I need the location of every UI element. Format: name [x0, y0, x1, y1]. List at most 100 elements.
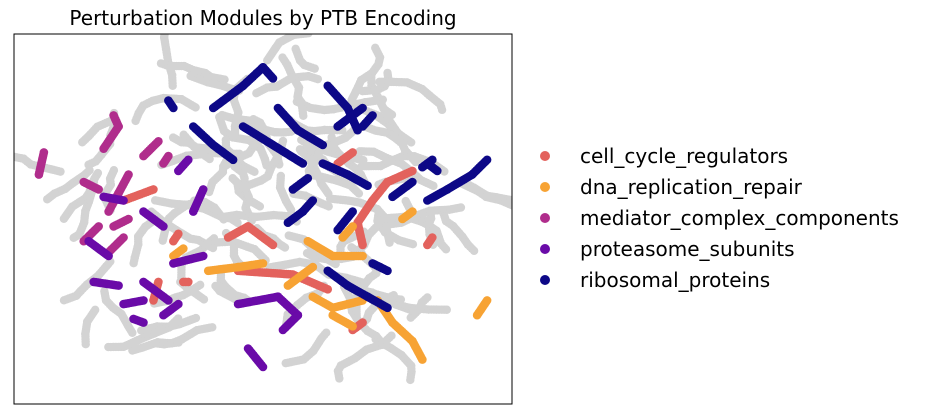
- background-point: [406, 375, 415, 385]
- background-point: [324, 189, 333, 198]
- data-point: [368, 111, 377, 120]
- background-point: [291, 44, 300, 54]
- background-point: [220, 212, 229, 221]
- data-point: [268, 74, 278, 83]
- background-point: [43, 195, 52, 204]
- background-point: [128, 346, 137, 355]
- legend-label: cell_cycle_regulators: [580, 143, 789, 168]
- background-point: [280, 243, 290, 252]
- background-point: [195, 280, 205, 290]
- legend-label: proteasome_subunits: [580, 237, 795, 262]
- background-point: [239, 182, 248, 192]
- data-point: [408, 177, 417, 187]
- data-point: [298, 159, 308, 168]
- legend-label: dna_replication_repair: [580, 174, 802, 199]
- data-point: [318, 140, 328, 150]
- background-point: [163, 34, 167, 35]
- data-point: [179, 244, 188, 253]
- background-point: [160, 34, 169, 37]
- background-point: [211, 281, 220, 291]
- data-point: [139, 296, 148, 305]
- background-point: [159, 12, 167, 20]
- data-point: [268, 240, 278, 250]
- data-point: [418, 355, 427, 364]
- background-point: [276, 171, 286, 181]
- background-point: [2, 147, 10, 155]
- background-point: [406, 138, 416, 147]
- background-point: [521, 199, 529, 207]
- background-point: [284, 231, 293, 240]
- legend-label: ribosomal_proteins: [580, 268, 771, 293]
- data-point: [94, 222, 103, 231]
- data-point: [174, 229, 183, 239]
- legend-marker-icon: [540, 244, 550, 255]
- data-point: [104, 207, 113, 216]
- background-point: [335, 374, 344, 383]
- background-point: [442, 305, 451, 314]
- data-point: [119, 196, 128, 205]
- background-point: [4, 149, 12, 157]
- data-point: [119, 233, 128, 242]
- background-point: [161, 24, 169, 32]
- background-point: [131, 116, 140, 126]
- background-point: [129, 258, 138, 268]
- background-point: [255, 202, 265, 211]
- data-point: [114, 281, 123, 290]
- data-point: [408, 166, 417, 176]
- background-point: [324, 202, 333, 211]
- legend-item: mediator_complex_components: [540, 202, 899, 233]
- background-point: [191, 313, 201, 323]
- background-point: [162, 19, 170, 27]
- background-point: [5, 151, 13, 159]
- data-point: [348, 207, 357, 216]
- background-point: [128, 328, 137, 337]
- background-point: [151, 339, 160, 348]
- legend-item: dna_replication_repair: [540, 171, 899, 202]
- background-point: [84, 160, 93, 169]
- background-point: [250, 167, 259, 177]
- data-point: [482, 155, 492, 165]
- data-point: [383, 266, 392, 276]
- series-dna-replication-repair: [169, 207, 492, 364]
- data-point: [308, 262, 318, 272]
- background-point: [252, 89, 261, 98]
- background-point: [217, 110, 227, 120]
- legend-item: proteasome_subunits: [540, 234, 899, 265]
- data-point: [363, 181, 372, 190]
- background-point: [233, 218, 242, 228]
- series-points: [34, 63, 492, 372]
- data-point: [303, 174, 313, 183]
- background-point: [156, 59, 166, 68]
- legend: cell_cycle_regulators dna_replication_rep…: [540, 140, 899, 296]
- data-point: [323, 285, 333, 294]
- background-point: [162, 21, 170, 29]
- background-point: [437, 105, 447, 115]
- background-point: [59, 296, 69, 305]
- background-point: [199, 295, 209, 304]
- data-point: [159, 222, 168, 231]
- data-point: [124, 214, 133, 224]
- data-point: [104, 251, 113, 261]
- legend-item: cell_cycle_regulators: [540, 140, 899, 171]
- data-point: [184, 155, 193, 165]
- background-point: [158, 236, 167, 245]
- legend-marker-icon: [540, 275, 550, 286]
- data-point: [358, 251, 367, 261]
- background-point: [104, 342, 113, 352]
- background-point: [469, 246, 479, 256]
- data-point: [348, 222, 357, 231]
- chart-title: Perturbation Modules by PTB Encoding: [69, 6, 457, 30]
- background-point: [263, 127, 272, 136]
- series-proteasome-subunits: [84, 155, 303, 372]
- data-point: [482, 296, 492, 305]
- data-point: [174, 299, 183, 309]
- data-point: [408, 207, 417, 216]
- data-point: [433, 166, 442, 176]
- data-point: [164, 151, 173, 161]
- background-point: [161, 17, 169, 25]
- data-point: [39, 148, 49, 157]
- data-point: [358, 103, 367, 113]
- background-point: [423, 293, 432, 302]
- data-point: [154, 137, 163, 146]
